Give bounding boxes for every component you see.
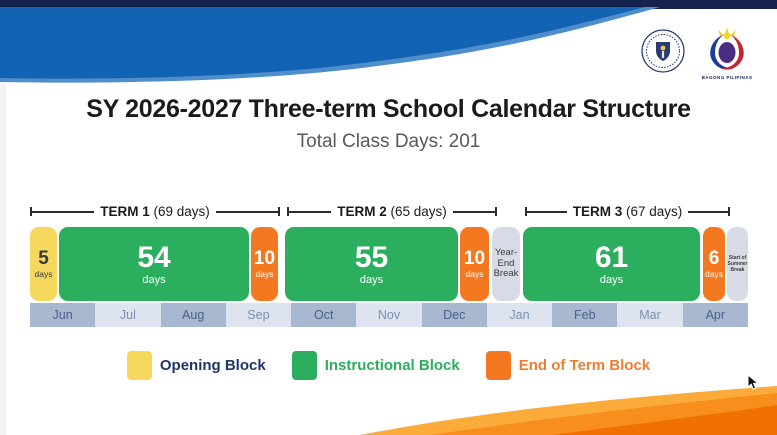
bracket-line bbox=[527, 210, 567, 213]
mouse-cursor-icon bbox=[747, 374, 760, 390]
break-label: Year-End Break bbox=[493, 246, 519, 280]
month-cell-mar: Mar bbox=[617, 303, 683, 327]
term2-bracket: TERM 2 (65 days) bbox=[287, 203, 497, 220]
block-unit: days bbox=[142, 273, 166, 286]
term3-name: TERM 3 bbox=[572, 204, 623, 219]
block-end-of-term2: 10 days bbox=[460, 227, 489, 301]
footer-swoosh-decoration bbox=[360, 386, 777, 435]
term1-label: TERM 1 (69 days) bbox=[94, 204, 216, 219]
block-value: 5 bbox=[38, 248, 49, 270]
month-cell-jun: Jun bbox=[30, 303, 96, 327]
bracket-line bbox=[452, 210, 495, 213]
bracket-tick bbox=[287, 207, 289, 216]
legend: Opening Block Instructional Block End of… bbox=[0, 351, 777, 380]
block-instructional-term3: 61 days bbox=[523, 227, 700, 301]
month-cell-oct: Oct bbox=[291, 303, 357, 327]
block-unit: days bbox=[705, 269, 723, 280]
legend-item-end-of-term: End of Term Block bbox=[485, 351, 651, 380]
block-end-of-term3: 6 days bbox=[703, 227, 725, 301]
month-cell-sep: Sep bbox=[225, 303, 292, 327]
end-of-term-block-swatch bbox=[485, 351, 511, 380]
term3-label: TERM 3 (67 days) bbox=[567, 204, 689, 219]
term2-label: TERM 2 (65 days) bbox=[331, 204, 453, 219]
block-instructional-term1: 54 days bbox=[59, 227, 249, 301]
page-subtitle: Total Class Days: 201 bbox=[296, 131, 481, 152]
block-value: 6 bbox=[708, 248, 720, 270]
bracket-tick bbox=[30, 207, 32, 216]
month-cell-nov: Nov bbox=[356, 303, 422, 327]
month-cell-apr: Apr bbox=[682, 303, 748, 327]
block-opening-term1: 5 days bbox=[30, 227, 57, 301]
month-cell-jan: Jan bbox=[486, 303, 553, 327]
block-value: 10 bbox=[253, 248, 276, 270]
bagong-pilipinas-logo: BAGONG PILIPINAS bbox=[701, 27, 753, 80]
header-swoosh-decoration bbox=[0, 0, 777, 83]
page-title: SY 2026-2027 Three-term School Calendar … bbox=[86, 95, 691, 123]
bracket-tick bbox=[525, 207, 527, 216]
legend-item-instructional: Instructional Block bbox=[291, 351, 460, 380]
block-unit: days bbox=[465, 269, 484, 280]
term3-bracket: TERM 3 (67 days) bbox=[525, 203, 730, 220]
block-summer-break: Start of Summer Break bbox=[727, 227, 748, 301]
bracket-line bbox=[688, 210, 728, 213]
bracket-tick bbox=[278, 207, 280, 216]
deped-seal-icon bbox=[641, 29, 685, 73]
term2-days: (65 days) bbox=[390, 204, 447, 219]
bagong-pilipinas-icon bbox=[710, 27, 744, 70]
block-value: 61 bbox=[594, 240, 629, 274]
month-cell-aug: Aug bbox=[160, 303, 226, 327]
bracket-tick bbox=[495, 207, 497, 216]
bracket-line bbox=[32, 210, 95, 213]
block-end-of-term1: 10 days bbox=[251, 227, 278, 301]
month-cell-dec: Dec bbox=[421, 303, 487, 327]
break-label: Start of Summer Break bbox=[727, 254, 748, 274]
bagong-pilipinas-label: BAGONG PILIPINAS bbox=[701, 75, 753, 80]
legend-label: End of Term Block bbox=[518, 357, 651, 374]
bracket-line bbox=[289, 210, 332, 213]
block-value: 10 bbox=[463, 248, 486, 270]
block-unit: days bbox=[255, 269, 274, 280]
month-cell-jul: Jul bbox=[95, 303, 161, 327]
block-unit: days bbox=[599, 273, 624, 286]
term1-bracket: TERM 1 (69 days) bbox=[30, 203, 280, 220]
term1-name: TERM 1 bbox=[100, 204, 150, 219]
block-value: 55 bbox=[354, 240, 389, 274]
block-value: 54 bbox=[137, 240, 171, 274]
block-year-end-break: Year-End Break bbox=[492, 227, 520, 301]
block-unit: days bbox=[359, 273, 384, 286]
month-strip: Jun Jul Aug Sep Oct Nov Dec Jan Feb Mar … bbox=[30, 303, 748, 327]
slide-left-edge bbox=[0, 84, 6, 435]
block-instructional-term2: 55 days bbox=[285, 227, 458, 301]
legend-label: Instructional Block bbox=[324, 357, 460, 374]
opening-block-swatch bbox=[126, 351, 152, 380]
legend-item-opening: Opening Block bbox=[126, 351, 266, 380]
bracket-tick bbox=[728, 207, 730, 216]
bracket-line bbox=[215, 210, 278, 213]
block-unit: days bbox=[34, 269, 53, 280]
calendar-timeline: TERM 1 (69 days) TERM 2 (65 days) TERM 3… bbox=[30, 203, 748, 333]
term1-days: (69 days) bbox=[153, 204, 210, 219]
instructional-block-swatch bbox=[291, 351, 317, 380]
term2-name: TERM 2 bbox=[337, 204, 387, 219]
term3-days: (67 days) bbox=[626, 204, 683, 219]
legend-label: Opening Block bbox=[159, 357, 266, 374]
month-cell-feb: Feb bbox=[552, 303, 618, 327]
